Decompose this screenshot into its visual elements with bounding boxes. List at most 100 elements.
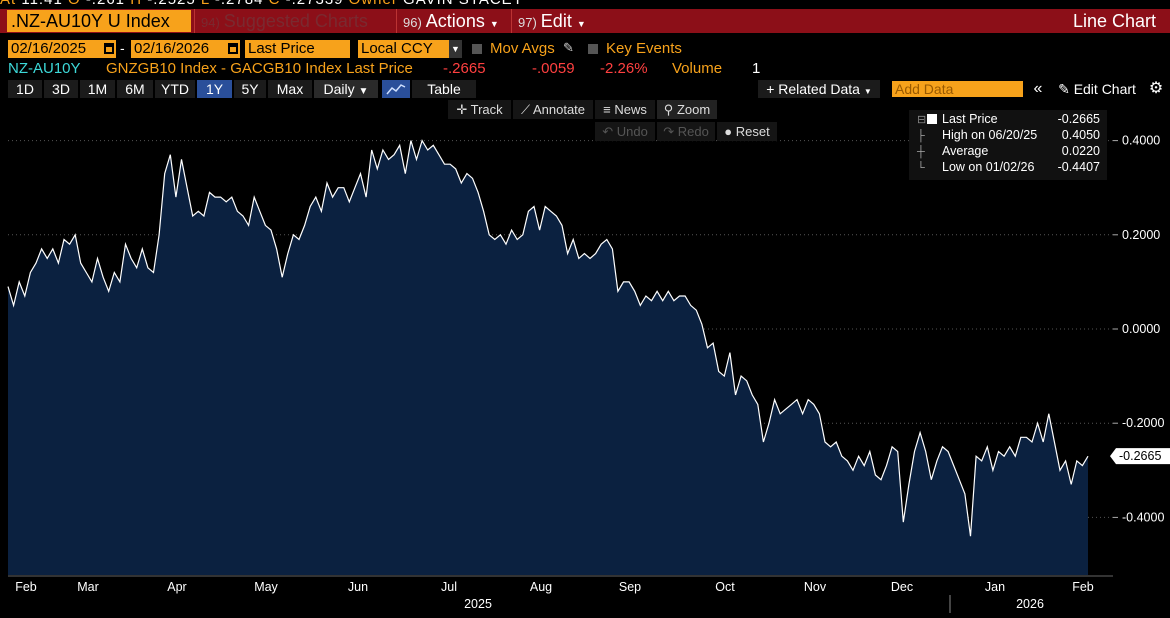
at-label: At — [0, 0, 16, 8]
low-value: -.2784 — [215, 0, 264, 8]
edit-chart-button[interactable]: ✎ Edit Chart — [1051, 80, 1143, 98]
gear-icon[interactable]: ⚙ — [1146, 80, 1166, 98]
security-field[interactable]: .NZ-AU10Y U Index — [7, 10, 191, 32]
legend-low-label: Low on 01/02/26 — [942, 160, 1035, 174]
x-tick-label: Dec — [891, 580, 913, 594]
suggested-charts-button[interactable]: 94) Suggested Charts — [194, 9, 394, 33]
start-date-value: 02/16/2025 — [11, 40, 87, 57]
series-formula: GNZGB10 Index - GACGB10 Index Last Price — [106, 60, 413, 77]
zoom-button[interactable]: ⚲ Zoom — [657, 100, 717, 119]
frequency-select[interactable]: Daily ▼ — [314, 80, 378, 98]
period-1m[interactable]: 1M — [80, 80, 115, 98]
owner-value: GAVIN STACEY — [403, 0, 524, 8]
price-field-select[interactable]: Last Price — [245, 40, 350, 58]
mov-avgs-label: Mov Avgs — [490, 40, 555, 57]
legend-high-row[interactable]: ├ High on 06/20/25 0.4050 — [909, 127, 1107, 143]
x-tick-label: Jun — [348, 580, 368, 594]
period-3d[interactable]: 3D — [44, 80, 78, 98]
chevron-down-icon[interactable]: ▼ — [449, 40, 462, 58]
period-1d[interactable]: 1D — [8, 80, 42, 98]
at-value: 11:41 — [21, 0, 62, 8]
period-6m[interactable]: 6M — [117, 80, 153, 98]
collapse-icon[interactable]: ⊟ — [917, 114, 927, 126]
crosshair-icon: ✛ — [456, 102, 468, 117]
y-tick-label: 0.0000 — [1122, 322, 1160, 336]
x-tick-label: Sep — [619, 580, 641, 594]
legend-high-value: 0.4050 — [1061, 128, 1100, 142]
undo-button[interactable]: ↶ Undo — [595, 122, 655, 141]
related-data-label: + Related Data — [766, 81, 860, 97]
table-button[interactable]: Table — [412, 80, 476, 98]
mov-avgs-checkbox[interactable] — [472, 44, 482, 54]
suggested-label: Suggested Charts — [223, 11, 368, 31]
track-button[interactable]: ✛ Track — [448, 100, 511, 119]
open-value: -.261 — [86, 0, 125, 8]
frequency-value: Daily — [323, 81, 355, 97]
period-5y[interactable]: 5Y — [234, 80, 266, 98]
pencil-icon[interactable]: ✎ — [563, 40, 574, 55]
chevron-down-icon: ▼ — [576, 19, 586, 29]
start-date-field[interactable]: 02/16/2025 — [8, 40, 116, 58]
x-tick-label: Apr — [167, 580, 186, 594]
key-events-checkbox[interactable] — [588, 44, 598, 54]
related-data-button[interactable]: + Related Data ▼ — [758, 80, 880, 98]
edit-button[interactable]: 97) Edit ▼ — [511, 9, 598, 33]
y-tick-label: 0.2000 — [1122, 228, 1160, 242]
x-tick-label: Oct — [715, 580, 735, 594]
actions-button[interactable]: 96) Actions ▼ — [396, 9, 509, 33]
calendar-icon[interactable] — [228, 43, 238, 54]
x-tick-label: Aug — [530, 580, 552, 594]
chevron-down-icon: ▼ — [489, 19, 499, 29]
volume-value: 1 — [752, 60, 761, 77]
redo-button[interactable]: ↷ Redo — [657, 122, 715, 141]
reset-icon: ● — [724, 124, 733, 139]
calendar-icon[interactable] — [104, 43, 114, 54]
legend-last-row[interactable]: ⊟ Last Price -0.2665 — [909, 111, 1107, 127]
key-events-label: Key Events — [606, 40, 682, 57]
average-marker-icon: ┼ — [917, 146, 925, 158]
x-tick-label: Nov — [804, 580, 827, 594]
y-tick-label: -0.4000 — [1122, 510, 1164, 524]
legend-average-row[interactable]: ┼ Average 0.0220 — [909, 143, 1107, 159]
legend-high-label: High on 06/20/25 — [942, 128, 1038, 142]
line-chart-icon[interactable] — [382, 80, 410, 98]
legend-last-value: -0.2665 — [1057, 112, 1100, 126]
legend-average-label: Average — [942, 144, 989, 158]
date-separator: - — [120, 40, 125, 56]
news-button[interactable]: ≡ News — [595, 100, 655, 119]
zoom-label: Zoom — [676, 102, 711, 117]
high-label: H — [130, 0, 142, 8]
y-tick-label: -0.2000 — [1122, 416, 1164, 430]
currency-select[interactable]: Local CCY ▼ — [358, 40, 462, 58]
add-data-input[interactable]: Add Data — [892, 81, 1023, 97]
x-year-label: 2026 — [1016, 597, 1044, 611]
x-tick-label: May — [254, 580, 278, 594]
chart-legend: ⊟ Last Price -0.2665 ├ High on 06/20/25 … — [909, 110, 1107, 180]
low-label: L — [201, 0, 210, 8]
edit-chart-label: Edit Chart — [1073, 81, 1136, 97]
end-date-field[interactable]: 02/16/2026 — [131, 40, 240, 58]
x-tick-label: Jul — [441, 580, 457, 594]
annotate-button[interactable]: ⟋ Annotate — [513, 100, 593, 119]
edit-label: Edit — [540, 11, 572, 31]
reset-button[interactable]: ● Reset — [717, 122, 777, 141]
pencil-icon: ✎ — [1058, 81, 1070, 97]
high-marker-icon: ├ — [917, 130, 925, 142]
low-marker-icon: └ — [917, 162, 925, 174]
collapse-icon[interactable]: « — [1027, 80, 1049, 98]
series-line — [7, 139, 1089, 537]
period-max[interactable]: Max — [268, 80, 312, 98]
open-label: O — [68, 0, 81, 8]
undo-label: Undo — [616, 124, 648, 139]
currency-value: Local CCY — [361, 40, 433, 57]
chevron-down-icon: ▼ — [358, 86, 369, 97]
legend-low-row[interactable]: └ Low on 01/02/26 -0.4407 — [909, 159, 1107, 175]
period-1y[interactable]: 1Y — [197, 80, 232, 98]
end-date-value: 02/16/2026 — [134, 40, 210, 57]
period-ytd[interactable]: YTD — [155, 80, 195, 98]
actions-num: 96) — [403, 15, 422, 30]
undo-icon: ↶ — [602, 124, 614, 139]
close-value: -.27339 — [286, 0, 344, 8]
close-label: C — [269, 0, 281, 8]
